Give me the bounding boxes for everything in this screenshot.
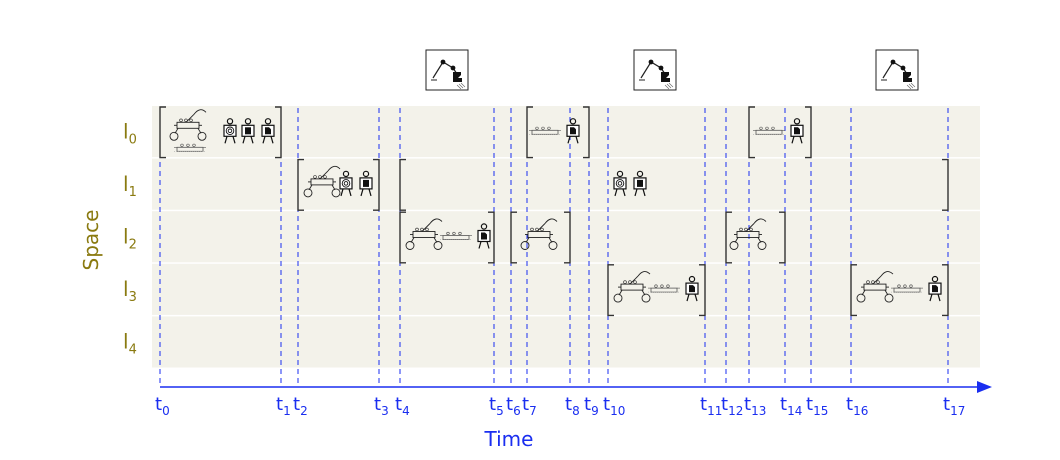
- interval-bracket-6: [607, 264, 706, 317]
- time-tick-14: t14: [780, 394, 802, 418]
- interval-bracket-8: [748, 106, 812, 159]
- lane-label-0: l0: [123, 119, 137, 147]
- time-tick-2: t2: [293, 394, 308, 418]
- interval-bracket-9: [850, 264, 949, 317]
- time-tick-7: t7: [522, 394, 537, 418]
- interval-bracket-0: [159, 106, 282, 159]
- time-tick-13: t13: [744, 394, 766, 418]
- lane-label-3: l3: [123, 277, 137, 305]
- time-tick-4: t4: [395, 394, 410, 418]
- time-tick-3: t3: [374, 394, 389, 418]
- time-tick-8: t8: [565, 394, 580, 418]
- interval-bracket-5: [526, 106, 590, 159]
- time-tick-1: t1: [276, 394, 291, 418]
- interval-bracket-1: [297, 158, 380, 211]
- robot-arm-icon-3: [875, 49, 919, 91]
- lane-label-2: l2: [123, 225, 137, 253]
- lane-labels: l0 l1 l2 l3 l4: [123, 119, 137, 357]
- time-tick-16: t16: [846, 394, 868, 418]
- time-tick-6: t6: [506, 394, 521, 418]
- time-tick-12: t12: [721, 394, 743, 418]
- time-tick-17: t17: [943, 394, 965, 418]
- lane-label-1: l1: [123, 172, 137, 200]
- robot-arm-icon-1: [425, 49, 469, 91]
- time-axis: [160, 381, 992, 393]
- interval-bracket-7: [725, 211, 786, 264]
- lane-row-4: [152, 316, 980, 368]
- interval-bracket-3: [399, 211, 495, 264]
- time-tick-15: t15: [806, 394, 828, 418]
- time-tick-10: t10: [603, 394, 625, 418]
- interval-bracket-4: [510, 211, 571, 264]
- time-tick-11: t11: [700, 394, 722, 418]
- lane-label-4: l4: [123, 330, 137, 358]
- time-axis-arrowhead: [977, 381, 992, 393]
- lane-backgrounds: [152, 106, 980, 368]
- y-axis-title: Space: [79, 210, 103, 271]
- interval-bracket-2: [399, 158, 949, 211]
- lane-row-3: [152, 263, 980, 315]
- lane-row-2: [152, 211, 980, 263]
- time-tick-9: t9: [584, 394, 599, 418]
- lane-row-0: [152, 106, 980, 158]
- robot-arm-icon-2: [633, 49, 677, 91]
- lane-row-1: [152, 158, 980, 210]
- interval-brackets: [159, 106, 949, 317]
- x-axis-title: Time: [484, 427, 534, 451]
- time-tick-0: t0: [155, 394, 170, 418]
- time-tick-5: t5: [489, 394, 504, 418]
- robot-arm-icons: [425, 49, 919, 91]
